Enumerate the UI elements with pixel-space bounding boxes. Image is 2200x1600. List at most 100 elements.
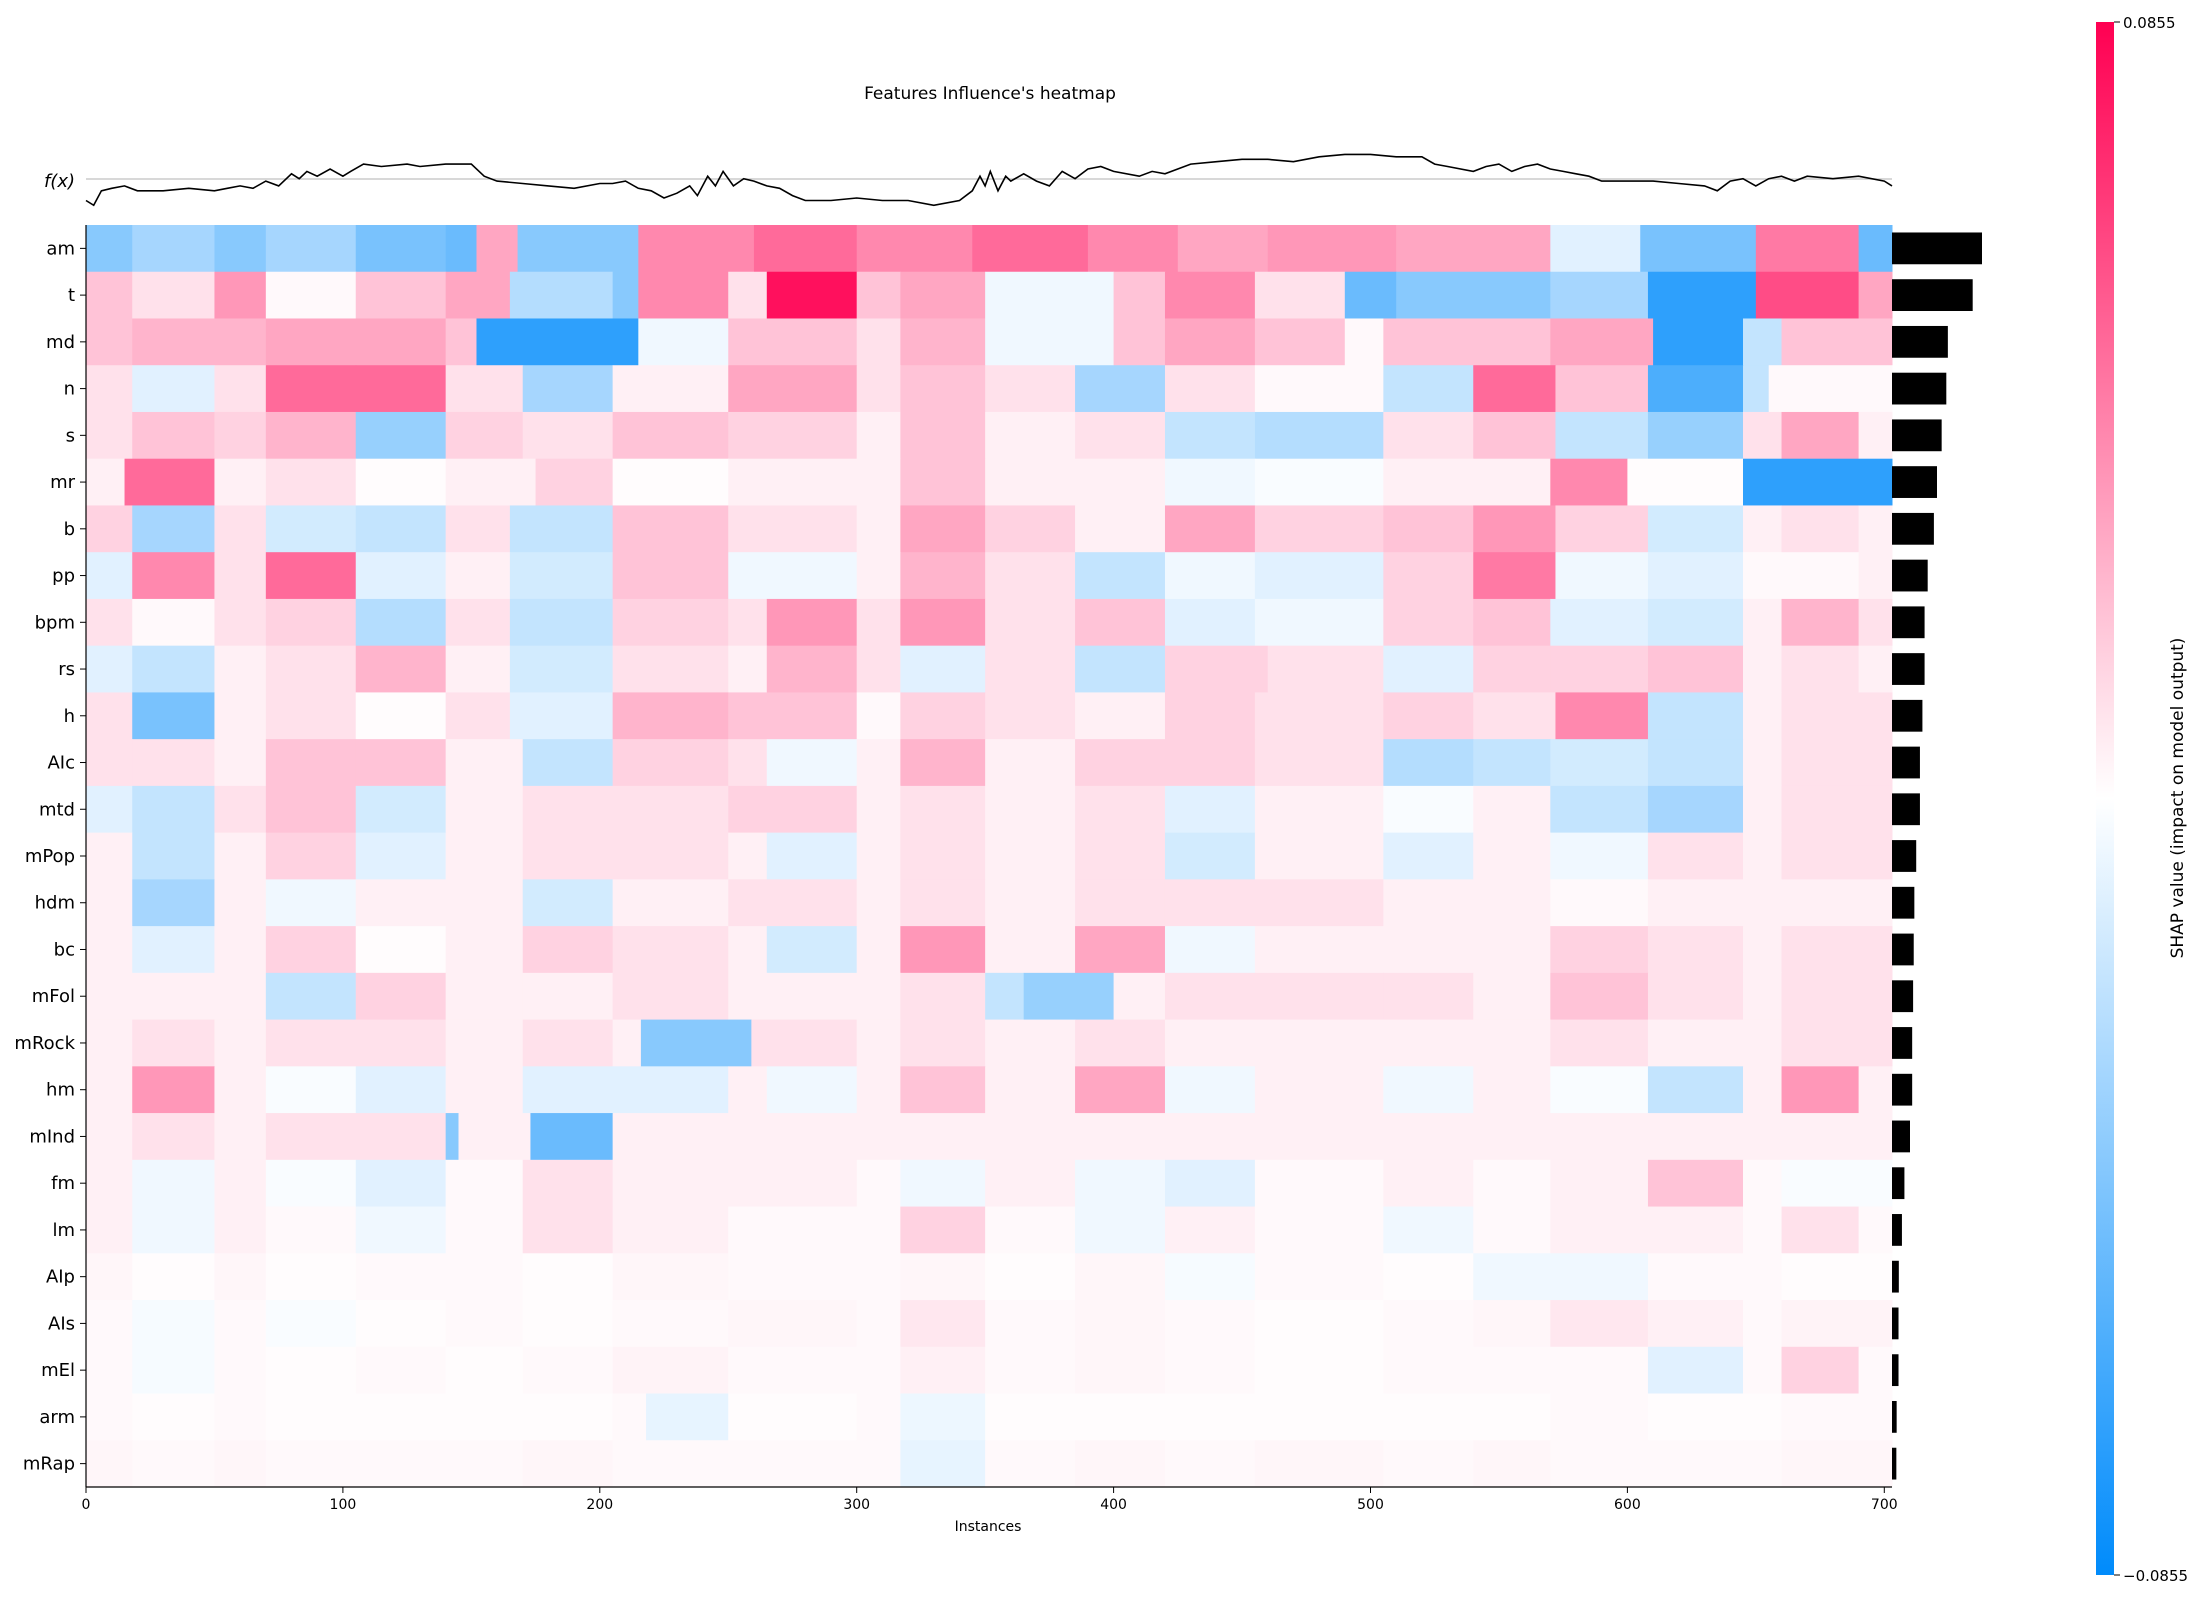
- heatmap-cell: [522, 1393, 614, 1441]
- heatmap-cell: [612, 1253, 729, 1301]
- heatmap-cell: [612, 832, 729, 880]
- heatmap-cell: [265, 1019, 357, 1067]
- heatmap-cell: [476, 318, 639, 366]
- heatmap-cell: [1075, 598, 1166, 647]
- fx-axis-label: f(x): [44, 171, 75, 192]
- heatmap-cell: [1473, 1393, 1551, 1441]
- heatmap-cell: [214, 1206, 267, 1254]
- importance-bar: [1892, 372, 1947, 405]
- heatmap-cell: [265, 365, 357, 413]
- heatmap-cell: [132, 1440, 215, 1488]
- heatmap-cell: [900, 1206, 986, 1254]
- heatmap-cell: [1473, 739, 1551, 787]
- heatmap-cell: [355, 785, 447, 834]
- heatmap-cell: [1781, 1393, 1893, 1441]
- heatmap-cell: [900, 879, 986, 927]
- heatmap-cell: [1254, 505, 1384, 553]
- heatmap-cell: [1383, 1300, 1474, 1348]
- heatmap-cell: [1075, 739, 1166, 787]
- heatmap-cell: [1164, 926, 1256, 974]
- heatmap-cell: [522, 1206, 614, 1254]
- heatmap-cell: [1550, 318, 1654, 366]
- heatmap-cell: [1254, 1113, 1384, 1161]
- feature-label: mRock: [14, 1033, 75, 1054]
- heatmap-cell: [265, 785, 357, 834]
- heatmap-cell: [445, 879, 524, 927]
- importance-bar: [1892, 1073, 1913, 1106]
- heatmap-cell: [1254, 1440, 1384, 1488]
- heatmap-cell: [1858, 411, 1893, 460]
- heatmap-cell: [214, 1019, 267, 1067]
- heatmap-cell: [265, 1066, 357, 1114]
- heatmap-cell: [1473, 926, 1551, 974]
- heatmap-cell: [1164, 271, 1256, 319]
- heatmap-cell: [900, 1113, 986, 1161]
- heatmap-cell: [638, 271, 729, 319]
- heatmap-cell: [1473, 1019, 1551, 1067]
- heatmap-cell: [1075, 785, 1166, 834]
- heatmap-cell: [1858, 505, 1893, 553]
- heatmap-cell: [1742, 1019, 1783, 1067]
- heatmap-cell: [86, 552, 133, 600]
- heatmap-cell: [1647, 1206, 1744, 1254]
- feature-label: mRap: [23, 1454, 75, 1475]
- heatmap-cell: [856, 458, 901, 506]
- heatmap-cell: [1164, 1300, 1256, 1348]
- heatmap-cell: [1555, 692, 1649, 740]
- heatmap-cell: [1254, 692, 1384, 740]
- heatmap-cell: [1550, 1159, 1649, 1208]
- heatmap-cell: [132, 1300, 215, 1348]
- heatmap-cell: [1473, 411, 1556, 460]
- heatmap-cell: [132, 1253, 215, 1301]
- heatmap-cell: [900, 645, 986, 693]
- heatmap-cell: [1647, 832, 1744, 880]
- heatmap-cell: [728, 832, 768, 880]
- heatmap-cell: [522, 832, 614, 880]
- heatmap-cell: [728, 552, 858, 600]
- heatmap-cell: [1550, 225, 1641, 273]
- heatmap-cell: [265, 271, 357, 319]
- heatmap-cell: [265, 552, 357, 600]
- heatmap-cell: [1383, 1159, 1474, 1208]
- feature-label: mInd: [29, 1126, 75, 1147]
- heatmap-cell: [766, 739, 858, 787]
- heatmap-cell: [900, 692, 986, 740]
- heatmap-cell: [522, 1253, 614, 1301]
- x-tick-label: 300: [843, 1497, 870, 1513]
- heatmap-cell: [86, 1346, 133, 1395]
- heatmap-cell: [1473, 598, 1551, 647]
- heatmap-cell: [766, 598, 858, 647]
- heatmap-cell: [985, 972, 1025, 1021]
- importance-bar: [1892, 466, 1937, 498]
- heatmap-cell: [1742, 365, 1770, 413]
- heatmap-cell: [355, 879, 447, 927]
- heatmap-cell: [355, 692, 447, 740]
- feature-label: mr: [50, 472, 76, 493]
- heatmap-cell: [1164, 692, 1256, 740]
- heatmap-cell: [86, 879, 133, 927]
- heatmap-cell: [1781, 785, 1893, 834]
- heatmap-cell: [900, 1346, 986, 1395]
- heatmap-cell: [1383, 785, 1474, 834]
- heatmap-cell: [1742, 552, 1860, 600]
- heatmap-cell: [612, 1440, 729, 1488]
- heatmap-cell: [522, 1440, 614, 1488]
- heatmap-cell: [612, 458, 729, 506]
- heatmap-cell: [985, 411, 1076, 460]
- heatmap-cell: [1858, 225, 1893, 273]
- heatmap-cell: [445, 505, 511, 553]
- heatmap-cell: [856, 1346, 901, 1395]
- heatmap-cell: [612, 552, 729, 600]
- heatmap-cell: [86, 318, 133, 366]
- heatmap-cell: [1164, 739, 1256, 787]
- heatmap-cell: [214, 225, 267, 273]
- heatmap-cell: [355, 458, 447, 506]
- heatmap-cell: [856, 739, 901, 787]
- heatmap-cell: [355, 1113, 447, 1161]
- heatmap-cell: [1473, 1206, 1551, 1254]
- heatmap-cell: [522, 1346, 614, 1395]
- heatmap-cell: [132, 645, 215, 693]
- heatmap-cell: [856, 645, 901, 693]
- heatmap-cell: [1254, 1346, 1384, 1395]
- heatmap-cell: [86, 1393, 133, 1441]
